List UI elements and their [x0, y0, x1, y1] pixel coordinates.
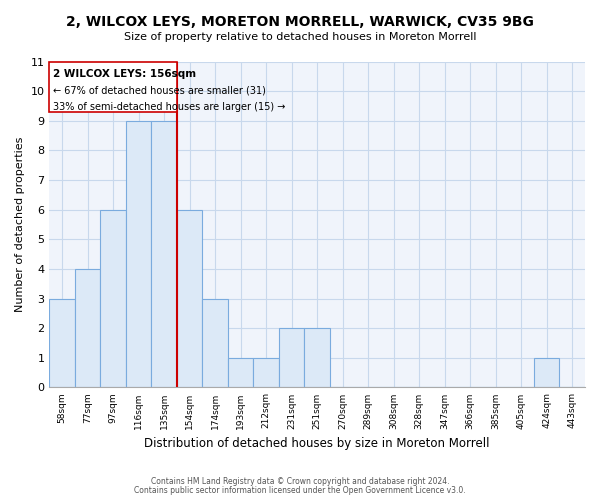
Text: 2 WILCOX LEYS: 156sqm: 2 WILCOX LEYS: 156sqm: [53, 69, 196, 79]
Bar: [151, 121, 177, 388]
Bar: [202, 298, 228, 388]
Text: 2, WILCOX LEYS, MORETON MORRELL, WARWICK, CV35 9BG: 2, WILCOX LEYS, MORETON MORRELL, WARWICK…: [66, 15, 534, 29]
Bar: [49, 298, 75, 388]
Bar: [177, 210, 202, 388]
FancyBboxPatch shape: [49, 62, 177, 112]
Bar: [304, 328, 330, 388]
Bar: [228, 358, 253, 388]
X-axis label: Distribution of detached houses by size in Moreton Morrell: Distribution of detached houses by size …: [145, 437, 490, 450]
Bar: [126, 121, 151, 388]
Bar: [279, 328, 304, 388]
Bar: [75, 269, 100, 388]
Text: ← 67% of detached houses are smaller (31): ← 67% of detached houses are smaller (31…: [53, 85, 266, 95]
Text: Size of property relative to detached houses in Moreton Morrell: Size of property relative to detached ho…: [124, 32, 476, 42]
Bar: [534, 358, 559, 388]
Text: Contains HM Land Registry data © Crown copyright and database right 2024.: Contains HM Land Registry data © Crown c…: [151, 477, 449, 486]
Text: Contains public sector information licensed under the Open Government Licence v3: Contains public sector information licen…: [134, 486, 466, 495]
Bar: [253, 358, 279, 388]
Bar: [100, 210, 126, 388]
Y-axis label: Number of detached properties: Number of detached properties: [15, 137, 25, 312]
Text: 33% of semi-detached houses are larger (15) →: 33% of semi-detached houses are larger (…: [53, 102, 286, 112]
